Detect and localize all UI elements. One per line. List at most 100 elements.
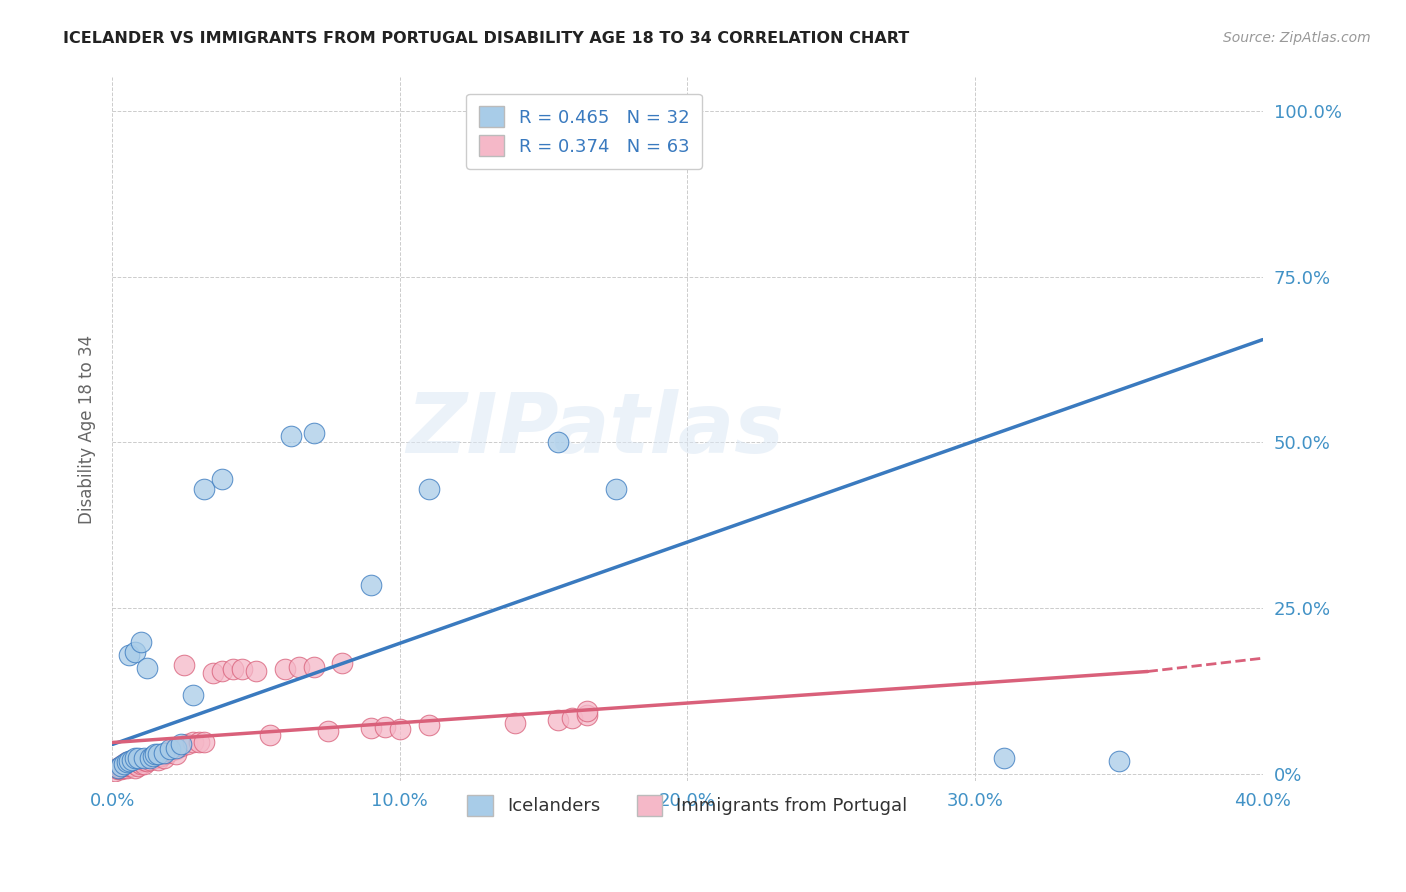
Point: [112, 757, 135, 772]
Point: [302, 425, 325, 440]
Text: ZIPatlas: ZIPatlas: [406, 389, 785, 470]
Point: [104, 764, 127, 778]
Point: [388, 723, 411, 737]
Point: [418, 717, 440, 731]
Point: [605, 482, 627, 496]
Point: [193, 735, 215, 749]
Point: [201, 666, 224, 681]
Point: [138, 751, 160, 765]
Point: [503, 715, 526, 730]
Point: [141, 748, 163, 763]
Point: [288, 660, 311, 674]
Point: [135, 661, 157, 675]
Point: [193, 482, 215, 496]
Point: [148, 753, 170, 767]
Point: [374, 720, 396, 734]
Point: [575, 707, 598, 722]
Point: [107, 761, 129, 775]
Legend: Icelanders, Immigrants from Portugal: Icelanders, Immigrants from Portugal: [458, 786, 917, 825]
Point: [124, 761, 146, 775]
Point: [127, 756, 149, 770]
Point: [145, 747, 167, 762]
Point: [121, 756, 143, 770]
Point: [176, 738, 198, 752]
Text: ICELANDER VS IMMIGRANTS FROM PORTUGAL DISABILITY AGE 18 TO 34 CORRELATION CHART: ICELANDER VS IMMIGRANTS FROM PORTUGAL DI…: [63, 31, 910, 46]
Point: [124, 644, 146, 658]
Point: [124, 751, 146, 765]
Point: [181, 688, 204, 702]
Point: [127, 759, 149, 773]
Point: [302, 660, 325, 674]
Point: [118, 754, 141, 768]
Point: [280, 429, 302, 443]
Y-axis label: Disability Age 18 to 34: Disability Age 18 to 34: [79, 334, 96, 524]
Point: [211, 472, 233, 486]
Point: [138, 753, 160, 767]
Point: [274, 663, 297, 677]
Point: [112, 757, 135, 772]
Point: [330, 656, 353, 670]
Point: [110, 762, 132, 776]
Point: [110, 759, 132, 773]
Point: [148, 748, 170, 763]
Point: [141, 751, 163, 765]
Point: [118, 757, 141, 772]
Point: [148, 747, 170, 762]
Point: [115, 756, 138, 770]
Point: [127, 751, 149, 765]
Point: [231, 663, 253, 677]
Point: [165, 740, 187, 755]
Point: [156, 746, 179, 760]
Point: [993, 751, 1015, 765]
Point: [165, 742, 187, 756]
Point: [153, 747, 176, 762]
Point: [129, 634, 152, 648]
Point: [112, 761, 135, 775]
Point: [110, 759, 132, 773]
Point: [129, 754, 152, 768]
Point: [132, 751, 155, 765]
Point: [170, 739, 193, 754]
Point: [153, 751, 176, 765]
Point: [110, 761, 132, 775]
Point: [107, 762, 129, 776]
Point: [118, 648, 141, 662]
Point: [159, 742, 181, 756]
Point: [211, 665, 233, 679]
Point: [316, 724, 339, 739]
Point: [132, 757, 155, 772]
Point: [165, 747, 187, 762]
Point: [121, 753, 143, 767]
Point: [129, 757, 152, 772]
Point: [245, 665, 267, 679]
Point: [135, 754, 157, 768]
Point: [115, 756, 138, 770]
Point: [107, 761, 129, 775]
Point: [170, 738, 193, 752]
Point: [173, 657, 195, 672]
Point: [124, 757, 146, 772]
Point: [360, 721, 382, 735]
Point: [575, 704, 598, 718]
Point: [259, 727, 281, 741]
Point: [124, 754, 146, 768]
Point: [547, 713, 569, 727]
Point: [115, 759, 138, 773]
Point: [121, 759, 143, 773]
Text: Source: ZipAtlas.com: Source: ZipAtlas.com: [1223, 31, 1371, 45]
Point: [118, 759, 141, 773]
Point: [145, 751, 167, 765]
Point: [1108, 754, 1130, 768]
Point: [547, 435, 569, 450]
Point: [561, 711, 583, 725]
Point: [187, 735, 209, 749]
Point: [222, 663, 245, 677]
Point: [159, 744, 181, 758]
Point: [132, 753, 155, 767]
Point: [360, 578, 382, 592]
Point: [150, 748, 173, 763]
Point: [153, 746, 176, 760]
Point: [418, 482, 440, 496]
Point: [115, 761, 138, 775]
Point: [181, 735, 204, 749]
